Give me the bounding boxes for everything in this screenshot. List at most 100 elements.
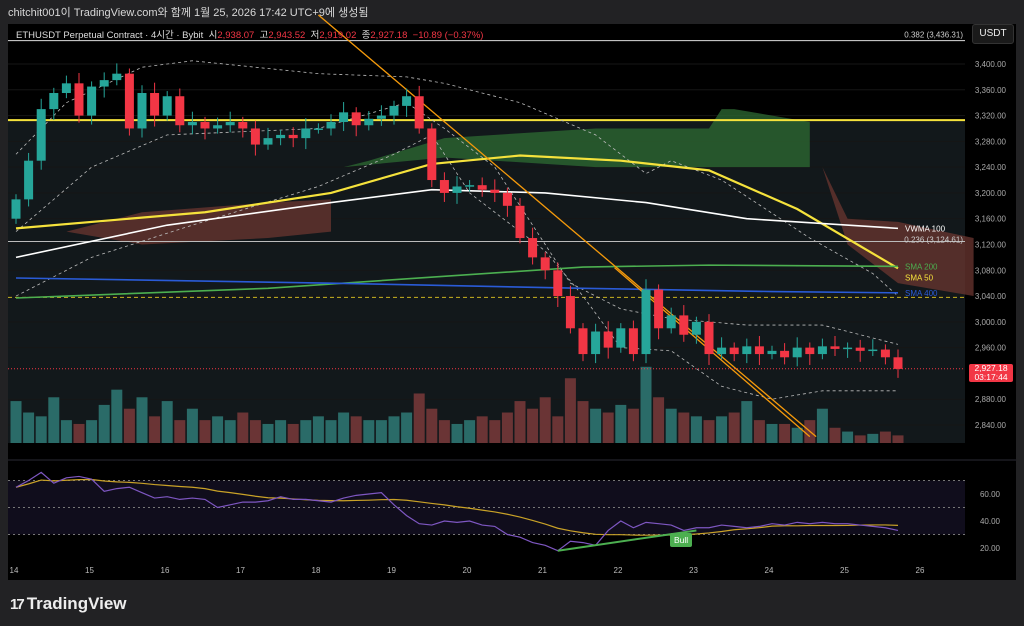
volume-bar bbox=[766, 423, 778, 443]
rsi-tick-label: 20.00 bbox=[980, 544, 1001, 553]
volume-bar bbox=[489, 420, 501, 443]
last-price-label: 2,927.18 03:17:44 bbox=[969, 364, 1013, 382]
candle-body bbox=[553, 270, 563, 297]
candle-body bbox=[641, 289, 651, 355]
symbol-legend: ETHUSDT Perpetual Contract · 4시간 · Bybit… bbox=[16, 27, 483, 41]
volume-bar bbox=[375, 420, 387, 443]
volume-bar bbox=[703, 420, 715, 443]
volume-bar bbox=[300, 420, 312, 443]
x-tick-label: 23 bbox=[689, 566, 698, 575]
tradingview-logo[interactable]: 17 TradingView bbox=[10, 594, 127, 614]
volume-bar bbox=[48, 397, 60, 443]
volume-bar bbox=[842, 431, 854, 443]
trendline bbox=[317, 14, 817, 438]
volume-bar bbox=[653, 397, 665, 443]
ma-line bbox=[15, 188, 899, 259]
close-value: 2,927.18 bbox=[370, 30, 408, 41]
volume-bar bbox=[312, 416, 324, 443]
candle-body bbox=[805, 347, 815, 355]
candle-body bbox=[99, 80, 109, 87]
volume-bar bbox=[716, 416, 728, 443]
ma-line bbox=[15, 264, 899, 299]
volume-bar bbox=[728, 412, 740, 443]
y-tick-label: 2,880.00 bbox=[975, 395, 1007, 404]
candle-body bbox=[515, 205, 525, 239]
candle-body bbox=[792, 347, 802, 358]
x-tick-label: 15 bbox=[85, 566, 94, 575]
currency-unit-button[interactable]: USDT bbox=[972, 24, 1014, 44]
range-box bbox=[8, 120, 965, 443]
x-tick-label: 22 bbox=[614, 566, 623, 575]
y-tick-label: 3,320.00 bbox=[975, 112, 1007, 121]
volume-bar bbox=[527, 408, 539, 443]
candle-body bbox=[817, 346, 827, 355]
candle-body bbox=[742, 346, 752, 355]
volume-bar bbox=[111, 389, 123, 443]
volume-bar bbox=[10, 401, 22, 443]
candle-body bbox=[868, 349, 878, 352]
candle-body bbox=[288, 134, 298, 139]
candle-body bbox=[893, 357, 903, 369]
volume-bar bbox=[501, 412, 513, 443]
volume-bar bbox=[829, 427, 841, 443]
candle-body bbox=[74, 83, 84, 116]
volume-bar bbox=[539, 397, 551, 443]
candle-body bbox=[326, 122, 336, 129]
volume-bar bbox=[577, 401, 589, 443]
ma-line bbox=[15, 277, 899, 294]
rsi-tick-label: 40.00 bbox=[980, 517, 1001, 526]
volume-bar bbox=[640, 366, 652, 443]
open-label: 시 bbox=[208, 30, 218, 41]
volume-bar bbox=[388, 416, 400, 443]
high-label: 고 bbox=[259, 30, 269, 41]
x-tick-label: 14 bbox=[10, 566, 19, 575]
volume-bar bbox=[879, 431, 891, 443]
fib-label: 0.382 (3,436.31) bbox=[904, 31, 963, 40]
brand-name: TradingView bbox=[26, 594, 127, 613]
y-tick-label: 2,960.00 bbox=[975, 344, 1007, 353]
volume-bar bbox=[363, 420, 375, 443]
candle-body bbox=[603, 331, 613, 348]
symbol-title: ETHUSDT Perpetual Contract · 4시간 · Bybit bbox=[16, 30, 204, 41]
volume-bar bbox=[816, 408, 828, 443]
candle-body bbox=[729, 347, 739, 355]
candle-body bbox=[427, 128, 437, 181]
volume-bar bbox=[224, 420, 236, 443]
candle-body bbox=[830, 346, 840, 349]
y-tick-label: 3,120.00 bbox=[975, 240, 1007, 249]
candle-body bbox=[591, 331, 601, 355]
candle-body bbox=[61, 83, 71, 94]
volume-bar bbox=[615, 404, 627, 443]
candle-body bbox=[24, 160, 34, 200]
volume-bar bbox=[741, 401, 753, 443]
volume-bar bbox=[98, 404, 110, 443]
candle-body bbox=[137, 93, 147, 129]
ma-label: SMA 200 bbox=[905, 262, 938, 271]
rsi-band bbox=[8, 480, 965, 535]
candle-body bbox=[540, 257, 550, 271]
candle-body bbox=[880, 349, 890, 358]
y-tick-label: 3,240.00 bbox=[975, 163, 1007, 172]
volume-bar bbox=[892, 435, 904, 443]
volume-bar bbox=[60, 420, 72, 443]
candle-body bbox=[112, 73, 122, 81]
x-tick-label: 18 bbox=[312, 566, 321, 575]
volume-bar bbox=[438, 420, 450, 443]
candle-body bbox=[565, 296, 575, 329]
candle-body bbox=[339, 112, 349, 123]
volume-bar bbox=[602, 412, 614, 443]
volume-bar bbox=[287, 423, 299, 443]
candle-body bbox=[654, 289, 664, 329]
candle-body bbox=[528, 238, 538, 258]
candle-body bbox=[162, 96, 172, 116]
volume-bar bbox=[552, 416, 564, 443]
volume-bar bbox=[791, 427, 803, 443]
chart-caption: chitchit001이 TradingView.com와 함께 1월 25, … bbox=[8, 7, 369, 19]
x-tick-label: 26 bbox=[916, 566, 925, 575]
volume-bar bbox=[186, 408, 198, 443]
volume-bar bbox=[123, 408, 135, 443]
candle-body bbox=[124, 73, 134, 129]
bb-upper-line bbox=[15, 60, 899, 297]
candle-body bbox=[36, 109, 46, 161]
